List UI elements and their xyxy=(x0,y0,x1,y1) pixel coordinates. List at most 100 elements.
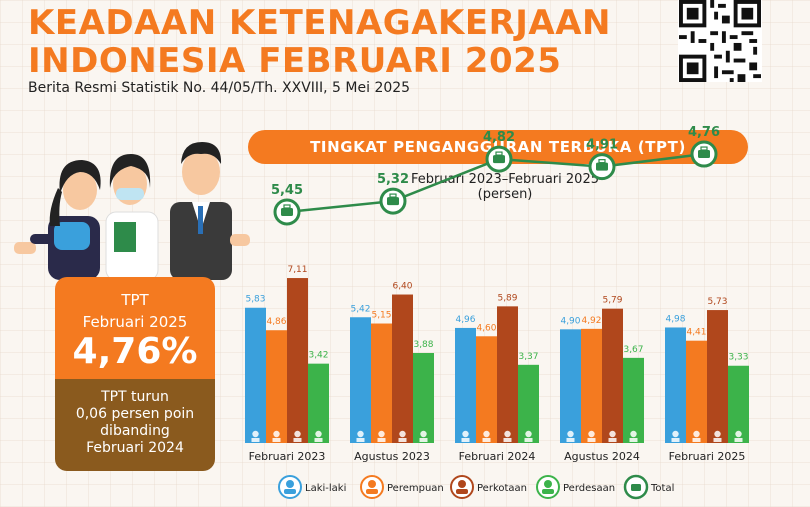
legend-icon xyxy=(458,480,466,488)
bar-icon xyxy=(483,430,490,438)
bar-3-1 xyxy=(287,278,308,443)
bar-icon-base xyxy=(251,438,260,442)
bar-icon xyxy=(609,430,616,438)
briefcase-handle xyxy=(598,159,606,164)
bar-2-5 xyxy=(686,340,707,443)
briefcase-icon xyxy=(281,208,293,216)
briefcase-icon xyxy=(698,150,710,159)
bar-label: 4,92 xyxy=(581,316,601,326)
bar-label: 5,79 xyxy=(602,296,622,306)
bar-icon-base xyxy=(566,438,575,442)
total-label: 4,76 xyxy=(688,125,720,140)
bar-icon xyxy=(252,430,259,438)
category-label: Agustus 2024 xyxy=(564,450,640,463)
bar-icon xyxy=(273,430,280,438)
bar-icon-base xyxy=(608,438,617,442)
bar-icon-base xyxy=(671,438,680,442)
bar-icon xyxy=(420,430,427,438)
bar-icon-base xyxy=(482,438,491,442)
bar-icon xyxy=(525,430,532,438)
bar-icon-base xyxy=(314,438,323,442)
bar-label: 5,42 xyxy=(350,304,370,314)
tpt-card-value: 4,76% xyxy=(72,331,198,372)
bar-icon xyxy=(462,430,469,438)
briefcase-handle xyxy=(283,204,291,209)
qr-code-icon xyxy=(678,0,762,82)
bar-2-2 xyxy=(371,323,392,443)
bar-icon xyxy=(294,430,301,438)
bar-3-3 xyxy=(497,306,518,443)
tpt-card-label: TPT xyxy=(121,291,149,309)
bar-label: 3,67 xyxy=(623,345,643,355)
category-label: Agustus 2023 xyxy=(354,450,430,463)
category-label: Februari 2024 xyxy=(459,450,536,463)
bar-icon xyxy=(693,430,700,438)
legend-label: Laki-laki xyxy=(305,483,346,494)
bar-icon-base xyxy=(398,438,407,442)
total-label: 5,32 xyxy=(377,172,409,187)
bar-icon xyxy=(672,430,679,438)
bar-icon xyxy=(630,430,637,438)
chart-subtitle-unit: (persen) xyxy=(477,187,533,202)
bar-4-2 xyxy=(413,352,434,443)
total-label: 4,91 xyxy=(586,138,618,153)
legend-icon xyxy=(368,480,376,488)
briefcase-icon xyxy=(387,197,399,206)
bar-3-5 xyxy=(707,310,728,443)
legend-icon-body xyxy=(542,489,554,494)
bar-3-4 xyxy=(602,308,623,443)
bar-icon xyxy=(567,430,574,438)
legend-label: Perdesaan xyxy=(563,483,615,494)
bar-icon xyxy=(714,430,721,438)
bar-4-1 xyxy=(308,363,329,443)
bar-1-3 xyxy=(455,327,476,443)
bar-label: 5,73 xyxy=(707,297,727,307)
bar-icon xyxy=(504,430,511,438)
tpt-card: TPT Februari 2025 4,76% xyxy=(55,277,215,379)
legend-label: Perempuan xyxy=(387,483,444,494)
bar-4-4 xyxy=(623,357,644,443)
legend-label: Perkotaan xyxy=(477,483,527,494)
bar-icon-base xyxy=(713,438,722,442)
briefcase-icon xyxy=(596,162,608,171)
bar-label: 6,40 xyxy=(392,282,412,292)
bar-4-3 xyxy=(518,364,539,443)
bar-icon-base xyxy=(587,438,596,442)
people-illustration xyxy=(14,142,250,280)
tpt-note-line-2: 0,06 persen poin xyxy=(75,406,195,422)
legend-icon-body xyxy=(284,489,296,494)
bar-2-4 xyxy=(581,328,602,443)
bar-1-1 xyxy=(245,307,266,443)
category-label: Februari 2023 xyxy=(249,450,326,463)
tpt-note-line-4: Februari 2024 xyxy=(86,440,184,456)
bar-label: 3,88 xyxy=(413,340,433,350)
bar-icon-base xyxy=(272,438,281,442)
title-line-2: INDONESIA FEBRUARI 2025 xyxy=(28,41,562,81)
bar-4-5 xyxy=(728,365,749,443)
bar-label: 4,86 xyxy=(266,317,286,327)
bar-icon xyxy=(399,430,406,438)
bar-icon xyxy=(588,430,595,438)
tpt-card-period: Februari 2025 xyxy=(82,313,188,331)
subtitle: Berita Resmi Statistik No. 44/05/Th. XXV… xyxy=(28,80,411,96)
legend-icon xyxy=(544,480,552,488)
bar-label: 3,42 xyxy=(308,351,328,361)
bar-label: 4,96 xyxy=(455,315,475,325)
bar-icon-base xyxy=(293,438,302,442)
bar-1-2 xyxy=(350,317,371,443)
bar-2-3 xyxy=(476,336,497,443)
bar-2-1 xyxy=(266,330,287,443)
bar-label: 5,83 xyxy=(245,295,265,305)
tpt-note-line-1: TPT turun xyxy=(101,389,169,405)
legend-icon-body xyxy=(456,489,468,494)
briefcase-handle xyxy=(389,193,397,198)
bar-icon-base xyxy=(356,438,365,442)
page-title: KEADAAN KETENAGAKERJAAN INDONESIA FEBRUA… xyxy=(28,4,611,80)
total-label: 5,45 xyxy=(271,183,303,198)
bar-icon xyxy=(357,430,364,438)
bar-label: 5,15 xyxy=(371,311,391,321)
title-line-1: KEADAAN KETENAGAKERJAAN xyxy=(28,3,611,43)
bar-icon-base xyxy=(503,438,512,442)
category-label: Februari 2025 xyxy=(669,450,746,463)
bar-icon-base xyxy=(524,438,533,442)
